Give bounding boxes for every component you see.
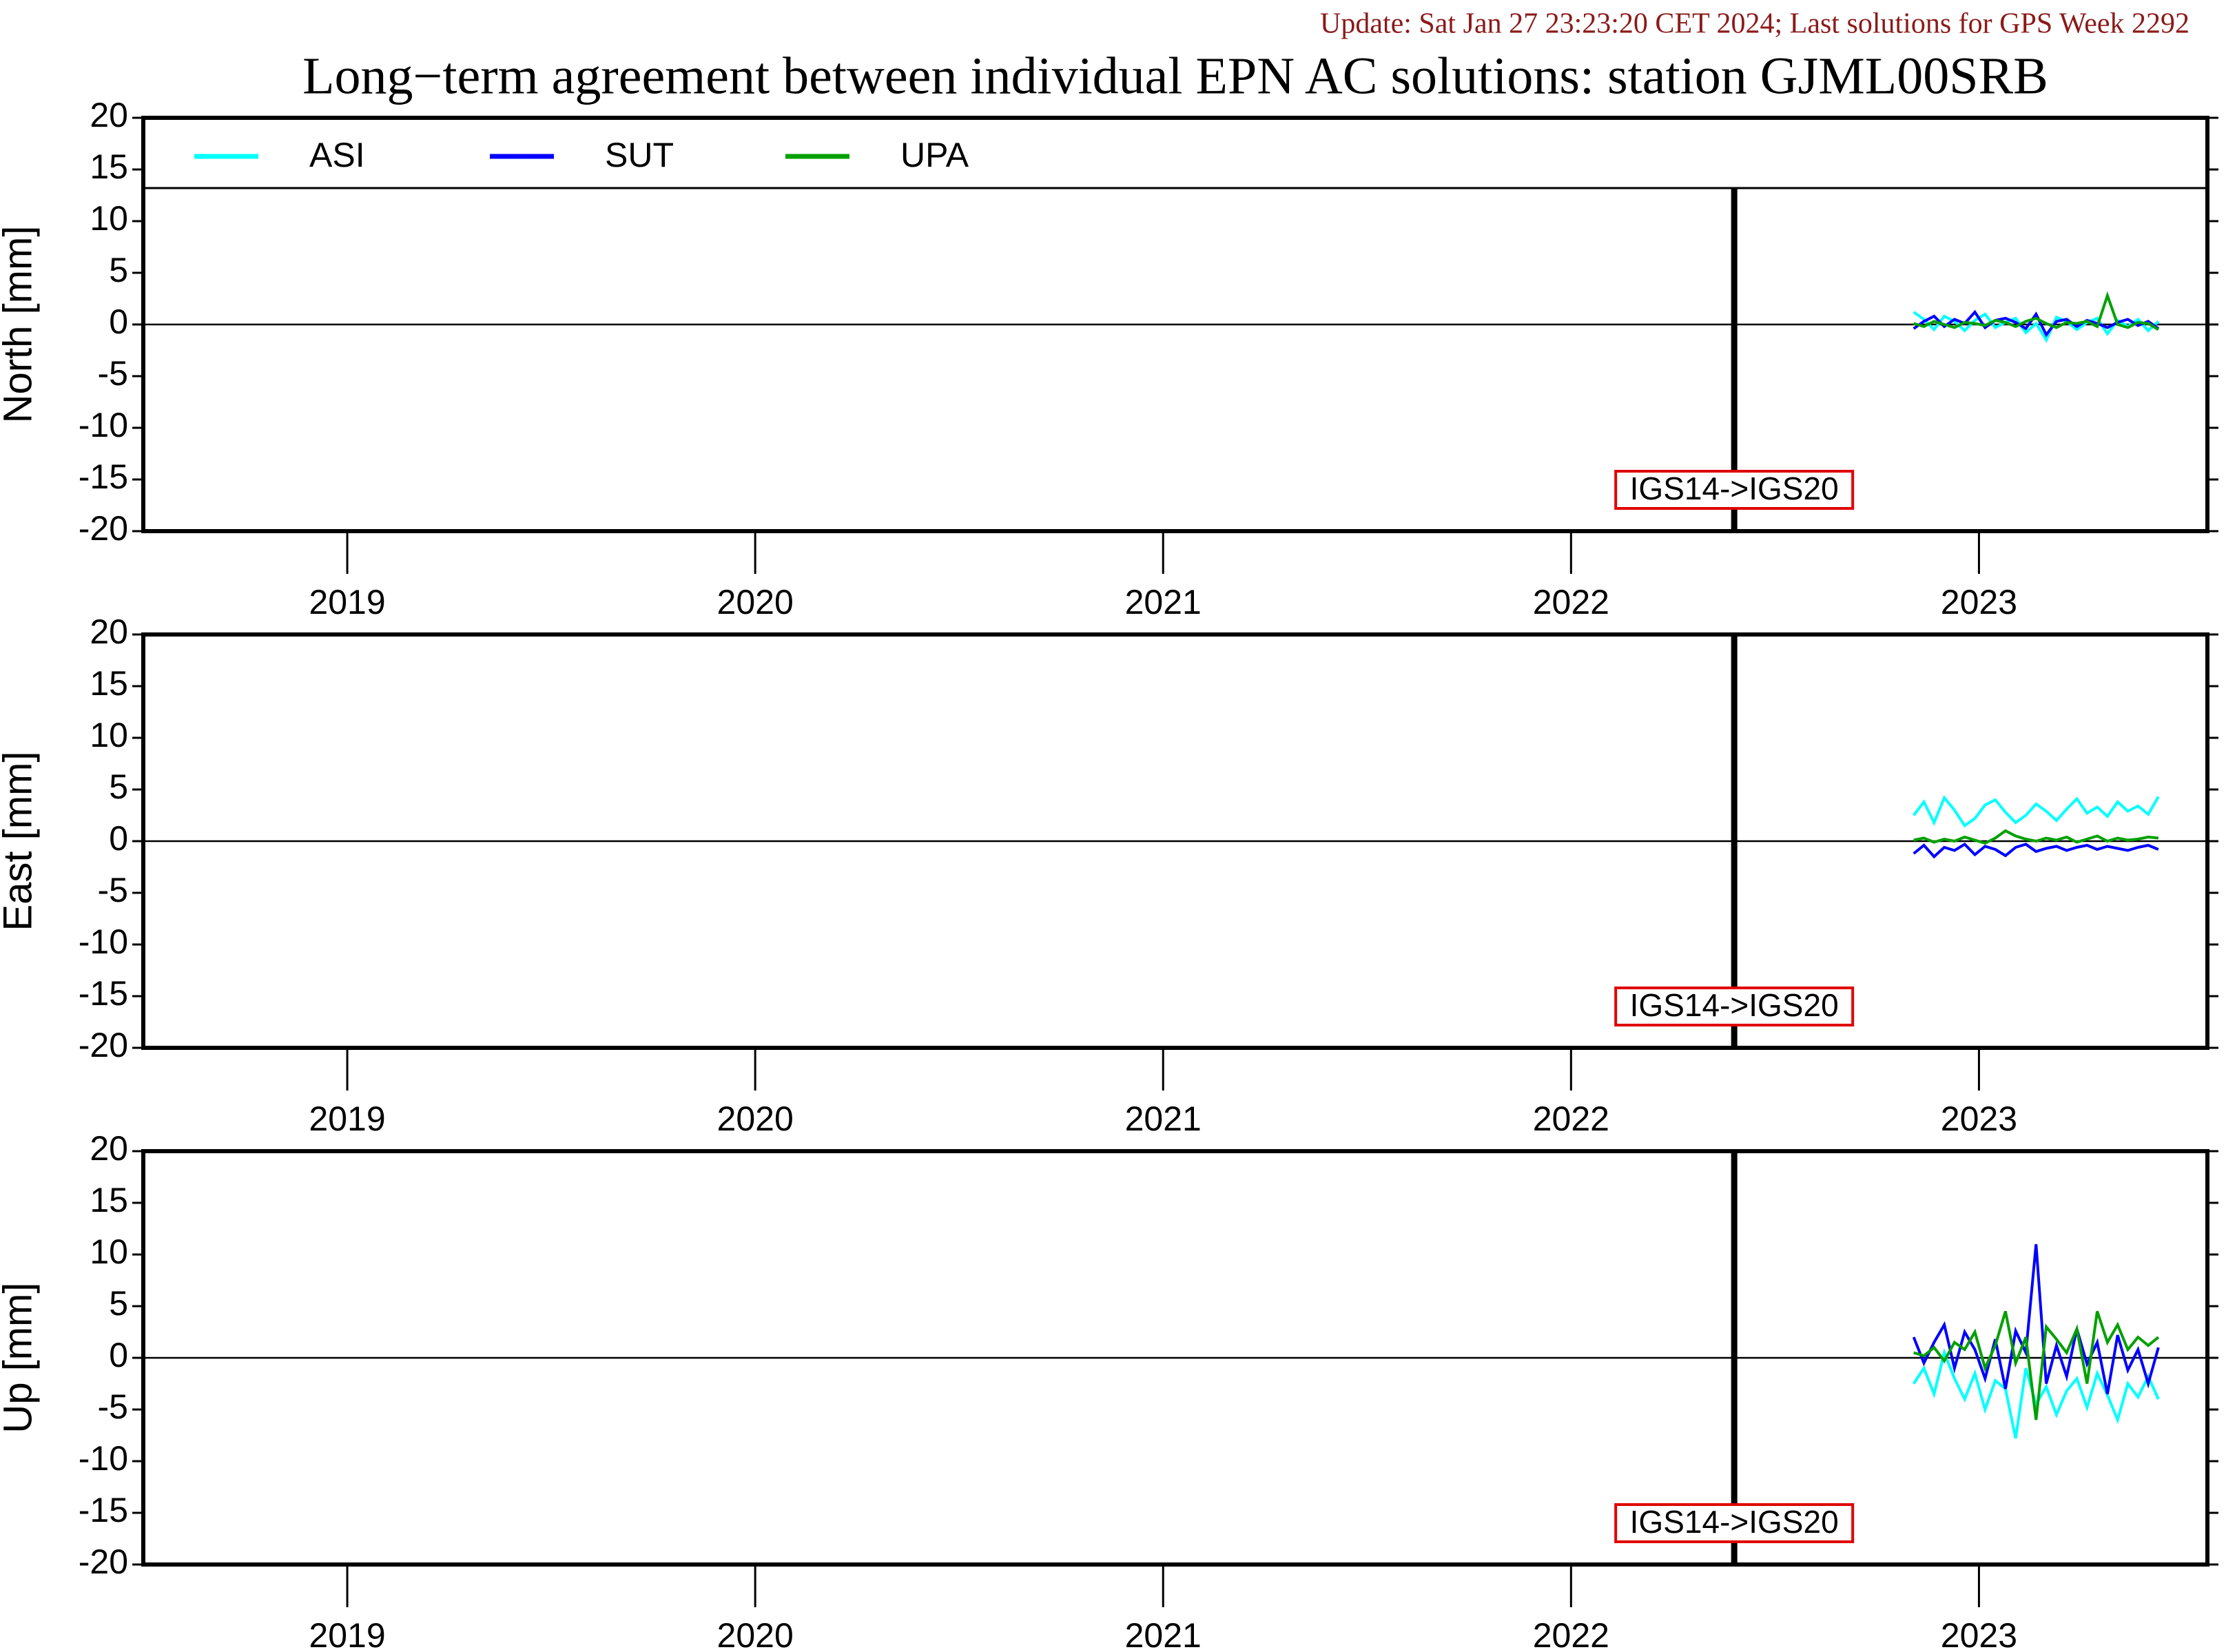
y-tick-label: 20	[90, 1129, 128, 1168]
plot-frame	[141, 1149, 2209, 1567]
x-tick-label: 2019	[309, 1099, 385, 1138]
x-tick-label: 2023	[1941, 583, 2017, 621]
y-axis-label: Up [mm]	[0, 1282, 40, 1433]
y-tick-label: 0	[109, 819, 128, 858]
x-tick-label: 2020	[717, 583, 794, 621]
x-tick-label: 2022	[1533, 583, 1609, 621]
x-tick-label: 2023	[1941, 1099, 2017, 1138]
y-tick-label: -20	[79, 1542, 128, 1581]
annotation-box	[1614, 1503, 1855, 1543]
y-tick-label: 10	[90, 1232, 128, 1271]
legend-label: ASI	[309, 136, 365, 174]
y-axis-label: East [mm]	[0, 751, 40, 931]
y-tick-label: 5	[109, 251, 128, 289]
y-tick-label: 15	[90, 664, 128, 703]
plot-frame	[141, 632, 2209, 1050]
x-tick-label: 2020	[717, 1616, 794, 1652]
series-line	[1913, 1348, 2160, 1439]
y-tick-label: 5	[109, 767, 128, 806]
y-tick-label: 5	[109, 1284, 128, 1323]
y-tick-label: -5	[98, 354, 128, 393]
series-line	[1913, 1310, 2160, 1421]
annotation-box	[1614, 987, 1855, 1026]
chart-title: Long−term agreement between individual E…	[302, 47, 2048, 105]
annotation-label: IGS14->IGS20	[1630, 471, 1839, 506]
y-tick-label: -20	[79, 509, 128, 548]
series-line	[1913, 842, 2159, 859]
annotation-label: IGS14->IGS20	[1630, 987, 1839, 1023]
y-tick-label: 10	[90, 199, 128, 238]
y-tick-label: 20	[90, 612, 128, 651]
legend-band	[143, 118, 2207, 188]
x-tick-label: 2021	[1125, 1616, 1202, 1652]
series-line	[1913, 795, 2160, 828]
x-tick-label: 2019	[309, 583, 385, 621]
y-tick-label: 15	[90, 147, 128, 186]
x-tick-label: 2021	[1125, 583, 1202, 621]
y-tick-label: 0	[109, 1336, 128, 1374]
y-tick-label: -15	[79, 1491, 128, 1529]
series-line	[1913, 829, 2159, 845]
x-tick-label: 2023	[1941, 1616, 2017, 1652]
legend-label: SUT	[605, 136, 674, 174]
y-tick-label: 15	[90, 1181, 128, 1219]
y-tick-label: -5	[98, 871, 128, 909]
y-tick-label: -5	[98, 1387, 128, 1426]
update-note: Update: Sat Jan 27 23:23:20 CET 2024; La…	[1320, 8, 2189, 40]
y-tick-label: -10	[79, 406, 128, 444]
x-tick-label: 2021	[1125, 1099, 1202, 1138]
x-tick-label: 2020	[717, 1099, 794, 1138]
plot-frame	[141, 116, 2209, 533]
y-tick-label: -20	[79, 1026, 128, 1064]
series-line	[1913, 291, 2159, 331]
annotation-label: IGS14->IGS20	[1630, 1504, 1839, 1540]
x-tick-label: 2022	[1533, 1099, 1609, 1138]
y-tick-label: 0	[109, 302, 128, 341]
y-tick-label: -15	[79, 974, 128, 1013]
y-tick-label: 10	[90, 716, 128, 754]
y-tick-label: 20	[90, 96, 128, 134]
y-axis-label: North [mm]	[0, 226, 40, 424]
annotation-box	[1614, 470, 1855, 510]
y-tick-label: -10	[79, 1439, 128, 1478]
x-tick-label: 2022	[1533, 1616, 1609, 1652]
y-tick-label: -10	[79, 922, 128, 961]
y-tick-label: -15	[79, 457, 128, 496]
x-tick-label: 2019	[309, 1616, 385, 1652]
legend-label: UPA	[900, 136, 969, 174]
series-line	[1912, 1243, 2160, 1394]
